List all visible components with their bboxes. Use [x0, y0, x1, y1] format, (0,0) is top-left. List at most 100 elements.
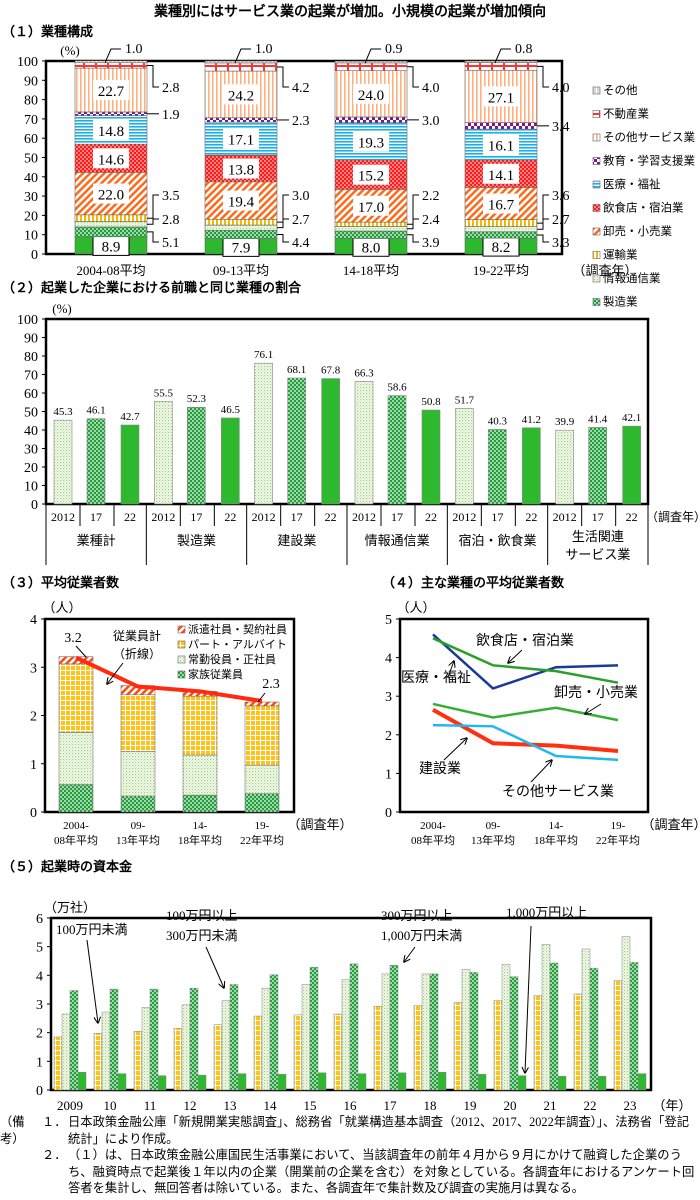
note-text: （１）は、日本政策金融公庫国民生活事業において、当該調査年の前年４月から９月にか…	[68, 1148, 695, 1195]
series-label: 建設業	[419, 761, 461, 777]
y-tick-label: 30	[24, 190, 38, 205]
bar	[517, 1075, 527, 1091]
data-label: 17.0	[358, 200, 384, 216]
x-tick-label: 14	[264, 1098, 278, 1112]
x-axis-label: （調査年）	[641, 817, 700, 832]
y-tick-label: 70	[24, 369, 38, 384]
data-label: 42.1	[622, 412, 641, 424]
y-tick-label: 10	[24, 480, 38, 495]
y-tick-label: 10	[24, 229, 38, 244]
x-tick-label: 08年平均	[54, 833, 98, 847]
bar	[157, 1075, 167, 1091]
data-label-box	[93, 80, 129, 101]
data-label: 0.8	[515, 42, 533, 57]
x-tick-label: 22	[325, 510, 337, 524]
note-text: 日本政策金融公庫「新規開業実態調査」、総務省「就業構造基本調査（2012、201…	[68, 1115, 689, 1146]
data-label: 1.0	[125, 42, 143, 57]
legend-label: 家族従業員	[188, 667, 243, 681]
x-tick-label: 2012	[352, 510, 376, 524]
data-label: 76.1	[254, 349, 273, 361]
legend-swatch	[592, 110, 601, 118]
group-label: 建設業	[277, 533, 316, 548]
bar	[309, 967, 319, 1091]
x-tick-label: 2009	[57, 1098, 83, 1112]
y-tick-label: 70	[24, 113, 38, 128]
legend-label: 常勤役員・正社員	[188, 652, 276, 666]
series-label: 卸売・小売業	[554, 685, 638, 701]
legend-label: 製造業	[603, 295, 638, 309]
group-label: 情報通信業	[365, 533, 430, 548]
x-tick-label: 2012	[151, 510, 175, 524]
y-tick-label: 1	[30, 758, 37, 773]
bar	[253, 1015, 263, 1091]
x-axis-label: （調査年）	[572, 263, 637, 278]
data-label: 3.0	[292, 189, 310, 204]
x-tick-label: 18	[424, 1098, 437, 1112]
bar	[141, 1007, 151, 1091]
bar-segment-3	[204, 224, 278, 231]
note-indent	[0, 1147, 42, 1197]
y-tick-label: 4	[36, 969, 43, 984]
legend-label: 情報通信業	[603, 272, 661, 285]
x-tick-label: 19-22平均	[473, 263, 529, 278]
bar-segment-3	[464, 226, 538, 233]
x-tick-label: 16	[344, 1098, 358, 1112]
leader-line	[537, 194, 549, 224]
y-tick-label: 2	[36, 1027, 43, 1042]
x-tick-label: 09-	[486, 820, 501, 832]
bar-segment-11	[464, 60, 538, 63]
y-tick-label: 90	[24, 74, 38, 89]
x-tick-label: 14-	[549, 820, 564, 832]
series-line	[432, 637, 619, 684]
data-label-box	[223, 84, 259, 105]
x-tick-label: 18年平均	[534, 833, 578, 847]
bar	[53, 1036, 63, 1091]
data-label-box	[353, 195, 389, 216]
legend-label: 卸売・小売業	[603, 224, 672, 238]
x-tick-label: 17	[190, 510, 202, 524]
legend-swatch	[177, 640, 186, 649]
x-tick-label: 15	[304, 1098, 317, 1112]
bar	[317, 1072, 327, 1091]
bar-segment-11	[74, 60, 148, 64]
x-tick-label: 21	[544, 1098, 557, 1112]
x-tick-label: 19-	[611, 820, 626, 832]
bar	[109, 988, 119, 1091]
bar	[588, 427, 607, 505]
y-tick-label: 5	[36, 941, 43, 956]
y-tick-label: 3	[36, 998, 43, 1013]
bar	[429, 973, 439, 1091]
leader-line	[537, 234, 549, 243]
bar	[254, 362, 273, 505]
bar-segment-11	[204, 60, 278, 64]
bar	[287, 377, 306, 505]
bar	[133, 1030, 143, 1091]
data-label: 17.1	[228, 133, 254, 149]
legend-label: その他サービス業	[603, 131, 695, 144]
y-axis-label: (%)	[52, 301, 72, 316]
bar	[341, 979, 351, 1091]
leader-line	[407, 194, 419, 225]
bar	[397, 1072, 407, 1091]
bar-segment-10	[334, 62, 408, 71]
data-label: 2.3	[292, 114, 310, 129]
annotation-arrow	[205, 946, 224, 988]
x-tick-label: 10	[104, 1098, 117, 1112]
bar	[387, 395, 407, 505]
total-line	[75, 655, 263, 704]
bar	[437, 1071, 447, 1091]
legend-swatch	[592, 204, 601, 212]
note-2: ２． （１）は、日本政策金融公庫国民生活事業において、当該調査年の前年４月から９…	[0, 1147, 700, 1197]
annotation-arrow	[585, 703, 602, 714]
leader-line	[147, 231, 159, 243]
series-line	[432, 633, 619, 690]
y-tick-label: 20	[24, 209, 38, 224]
bar-segment	[58, 784, 94, 813]
leader-line	[147, 64, 159, 88]
note-number: ２．	[42, 1148, 67, 1162]
x-tick-label: 19	[464, 1098, 477, 1112]
bar	[221, 1000, 231, 1091]
data-label: 15.2	[358, 169, 384, 185]
bar-segment-8	[204, 117, 278, 123]
legend-swatch	[592, 298, 601, 306]
